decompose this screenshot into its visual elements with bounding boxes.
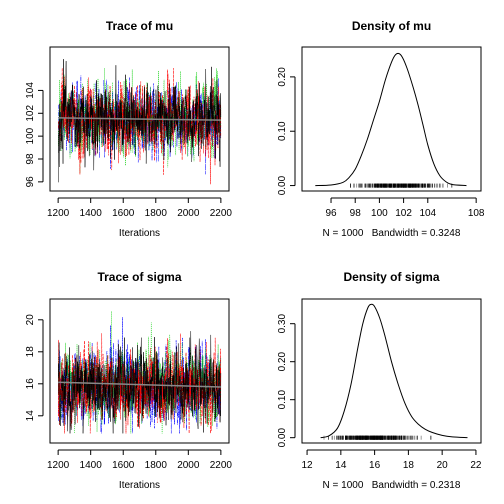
- panel-trace-mu: Trace of mu 1200 1400 1600 1800 2000 2200 969…: [25, 19, 232, 239]
- x-axis: 1200 1400 1600 1800 2000 2200: [47, 449, 233, 471]
- x-axis: 12 14 16 18 20 22: [302, 449, 482, 471]
- trend-line-layer: [58, 117, 221, 121]
- x-tick-label: 16: [369, 460, 381, 471]
- y-axis: 0.00 0.10 0.20: [277, 67, 296, 195]
- chain-3-trace: [58, 311, 222, 434]
- y-tick-label: 100: [25, 127, 36, 144]
- x-axis-label: Iterations: [119, 480, 160, 491]
- chain-3-trace: [58, 67, 222, 174]
- density-curve-layer: [320, 303, 468, 439]
- x-tick-label: 100: [371, 208, 388, 219]
- x-tick-label: 98: [350, 208, 362, 219]
- x-axis-label: Iterations: [119, 228, 160, 239]
- chart-title: Trace of mu: [106, 19, 173, 33]
- y-tick-label: 104: [25, 82, 36, 99]
- y-axis: 96 98 100 102 104: [25, 82, 44, 188]
- density-curve: [315, 52, 467, 187]
- y-tick-label: 0.00: [277, 175, 288, 195]
- panel-density-mu: Density of mu 96 98 100 102 104 108 0.000.100…: [277, 19, 485, 239]
- density-curve-layer: [315, 52, 467, 187]
- x-tick-label: 22: [470, 460, 482, 471]
- y-tick-label: 20: [25, 314, 36, 326]
- x-tick-label: 2000: [177, 208, 200, 219]
- x-tick-label: 12: [302, 460, 314, 471]
- x-tick-label: 104: [419, 208, 436, 219]
- x-tick-label: 1600: [112, 208, 135, 219]
- rug-marks: [350, 183, 453, 188]
- x-tick-label: 1600: [112, 460, 135, 471]
- chart-title: Density of mu: [352, 19, 431, 33]
- y-tick-label: 0.20: [277, 67, 288, 87]
- x-tick-label: 18: [403, 460, 415, 471]
- x-axis-label: N = 1000 Bandwidth = 0.2318: [323, 480, 461, 491]
- x-tick-label: 108: [468, 208, 485, 219]
- x-tick-label: 1200: [47, 208, 70, 219]
- x-tick-label: 1800: [145, 208, 168, 219]
- chart-title: Trace of sigma: [97, 270, 181, 284]
- y-tick-label: 0.20: [277, 352, 288, 372]
- x-tick-label: 1800: [145, 460, 168, 471]
- panel-trace-sigma: Trace of sigma 1200 1400 1600 1800 2000 2200 …: [25, 270, 232, 491]
- y-tick-label: 96: [25, 176, 36, 188]
- x-tick-label: 96: [325, 208, 337, 219]
- y-tick-label: 16: [25, 378, 36, 390]
- y-tick-label: 98: [25, 153, 36, 165]
- y-tick-label: 0.00: [277, 428, 288, 448]
- y-tick-label: 102: [25, 105, 36, 122]
- plot-frame: [301, 298, 482, 444]
- y-tick-label: 0.10: [277, 390, 288, 410]
- x-tick-label: 20: [437, 460, 449, 471]
- x-tick-label: 14: [335, 460, 347, 471]
- plot-frame: [301, 46, 482, 192]
- x-axis-label: N = 1000 Bandwidth = 0.3248: [323, 228, 461, 239]
- trend-line: [58, 117, 221, 121]
- density-curve: [320, 303, 468, 439]
- x-tick-label: 1400: [80, 208, 103, 219]
- x-tick-label: 1400: [80, 460, 103, 471]
- rug-marks: [323, 435, 432, 440]
- trend-line-layer: [58, 381, 221, 388]
- x-tick-label: 2200: [210, 208, 233, 219]
- trend-line: [58, 381, 221, 388]
- chain-traces: [58, 311, 222, 434]
- panel-density-sigma: Density of sigma 12 14 16 18 20 22 0.000.100.…: [277, 270, 482, 491]
- plot-frame: [49, 46, 230, 192]
- y-axis: 14 16 18 20: [25, 314, 44, 422]
- x-tick-label: 1200: [47, 460, 70, 471]
- rug-ticks: [350, 183, 453, 188]
- plot-frame: [49, 298, 230, 444]
- chart-title: Density of sigma: [343, 270, 439, 284]
- y-tick-label: 18: [25, 346, 36, 358]
- x-tick-label: 2200: [210, 460, 233, 471]
- x-tick-label: 2000: [177, 460, 200, 471]
- x-tick-label: 102: [395, 208, 412, 219]
- chain-1-trace: [58, 59, 222, 183]
- y-tick-label: 14: [25, 410, 36, 422]
- x-axis: 1200 1400 1600 1800 2000 2200: [47, 197, 233, 219]
- rug-ticks: [323, 435, 432, 440]
- y-tick-label: 0.10: [277, 121, 288, 141]
- x-axis: 96 98 100 102 104 108: [325, 197, 485, 219]
- chain-2-trace: [58, 333, 222, 434]
- chain-traces: [58, 59, 222, 185]
- y-tick-label: 0.30: [277, 314, 288, 334]
- y-axis: 0.00 0.10 0.20 0.30: [277, 314, 296, 448]
